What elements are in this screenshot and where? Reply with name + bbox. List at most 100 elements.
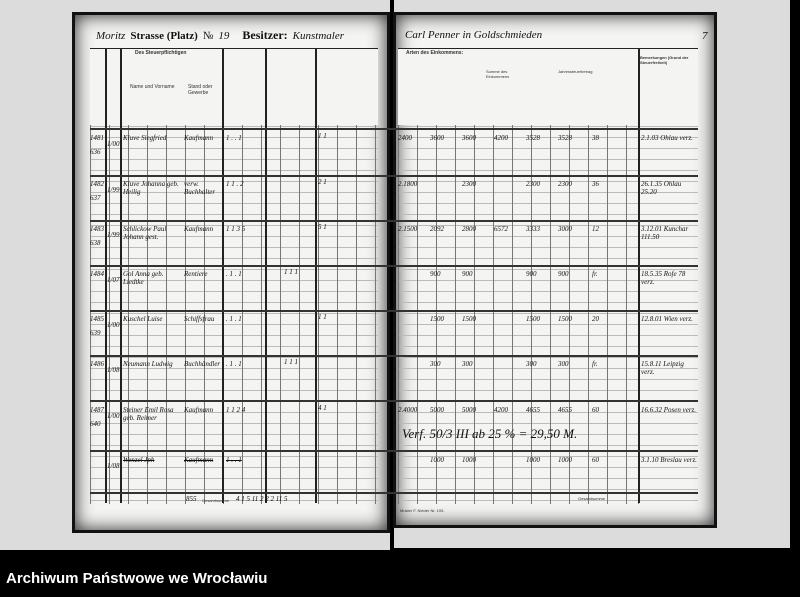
entry-number: 1487: [90, 406, 104, 414]
taxpayer-trade: Kaufmann: [184, 225, 214, 233]
income-value: 3528: [526, 134, 540, 142]
household-counts: . 1 . 1: [226, 315, 242, 323]
taxpayer-trade: Schiffsfrau: [184, 315, 215, 323]
income-value: 1000: [526, 456, 540, 464]
household-counts: . 1 . 1: [226, 270, 242, 278]
income-value: 3528: [558, 134, 572, 142]
entry-subnumber: 639: [90, 329, 101, 337]
income-value: fr.: [592, 360, 598, 368]
income-value: 4200: [494, 406, 508, 414]
row-divider: [90, 450, 698, 452]
income-value: 2300: [526, 180, 540, 188]
left-column-header: Des Steuerpflichtigen Name und Vorname S…: [90, 49, 378, 125]
entry-date: 1/07: [107, 276, 120, 284]
tax-annotation: Verf. 50/3 III ab 25 % = 29,50 M.: [402, 426, 578, 441]
income-types-header: Arten des Einkommens:: [406, 50, 464, 56]
owner-label: Besitzer:: [242, 28, 288, 42]
household-counts: 1 . . 1: [226, 134, 242, 142]
income-value: 2300: [558, 180, 572, 188]
income-value: 2800: [462, 225, 476, 233]
entry-number: 1483: [90, 225, 104, 233]
taxpayer-name: Gol Anna geb. Liedtke: [123, 270, 164, 286]
totals-label-left: Gesamtsumme: [202, 498, 230, 503]
household-counts: 1 1 . 2: [226, 180, 244, 188]
entry-subnumber: 638: [90, 239, 101, 247]
row-divider: [90, 492, 698, 494]
household-marks: 1 1 1: [284, 358, 298, 366]
entry-number: 1482: [90, 180, 104, 188]
income-value: 2092: [430, 225, 444, 233]
street-value: Moritz: [96, 30, 126, 42]
income-value: 900: [558, 270, 569, 278]
income-value: 20: [592, 315, 599, 323]
row-divider: [90, 400, 698, 402]
totals-values: 4 1 5 11 2 2 2 11 5: [236, 495, 288, 503]
number-value: 19: [218, 30, 230, 42]
taxpayer-trade: Kaufmann: [184, 406, 214, 414]
income-value: 2400: [398, 134, 412, 142]
remark: 2.1.03 Ohlau verz.: [641, 134, 693, 142]
remark: 3.12.01 Kunchar 111.50: [641, 225, 689, 241]
income-value: 2.1800: [398, 180, 418, 188]
divider: [315, 48, 317, 503]
income-value: 4200: [494, 134, 508, 142]
income-value: 3333: [526, 225, 540, 233]
number-label: №: [202, 30, 214, 42]
entry-date: 1/00: [107, 412, 120, 420]
entry-subnumber: 636: [90, 148, 101, 156]
entry-date: 1/08: [107, 462, 120, 470]
income-value: 3000: [558, 225, 572, 233]
income-value: 1000: [558, 456, 572, 464]
taxpayer-name: Kluve Siegfried: [123, 134, 167, 142]
income-value: 1000: [430, 456, 444, 464]
household-marks: 1 1: [318, 313, 327, 321]
owner-value-right: Carl Penner in Goldschmieden: [405, 29, 543, 41]
household-counts: . 1 . 1: [226, 360, 242, 368]
income-value: 900: [526, 270, 537, 278]
form-number: Muster F. Nieder Nr. 105.: [400, 508, 445, 513]
remark: 3.1.10 Breslau verz.: [641, 456, 697, 464]
entry-date: 1/00: [107, 321, 120, 329]
income-value: 1500: [558, 315, 572, 323]
trade-header: Stand oder Gewerbe: [188, 84, 213, 96]
income-value: 4655: [526, 406, 540, 414]
household-counts: 1 . . 1: [226, 456, 242, 464]
household-marks: 1 1: [318, 132, 327, 140]
income-value: 1500: [526, 315, 540, 323]
divider: [638, 48, 640, 503]
entry-subnumber: 640: [90, 420, 101, 428]
entry-date: 1/99: [107, 186, 120, 194]
taxpayer-name: Wenzel Jph: [123, 456, 155, 464]
income-value: 300: [430, 360, 441, 368]
income-value: 900: [430, 270, 441, 278]
entry-subnumber: 637: [90, 194, 101, 202]
household-marks: 5 1: [318, 223, 327, 231]
income-value: 5000: [462, 406, 476, 414]
income-value: 300: [558, 360, 569, 368]
household-counts: 1 1 2 4: [226, 406, 246, 414]
income-value: 300: [526, 360, 537, 368]
left-page-header: Moritz Strasse (Platz) № 19 Besitzer: Ku…: [96, 28, 344, 43]
remark: 26.1.35 Ohlau 25.20: [641, 180, 682, 196]
row-divider: [90, 265, 698, 267]
income-value: 3600: [462, 134, 476, 142]
taxpayer-name: Kuschel Luise: [123, 315, 163, 323]
income-value: 60: [592, 406, 599, 414]
household-marks: 1 1 1: [284, 268, 298, 276]
income-value: 2.1500: [398, 225, 418, 233]
entry-number: 1485: [90, 315, 104, 323]
entry-date: 1/00: [107, 140, 120, 148]
income-sum-header: Summe des Einkommens: [486, 69, 510, 79]
row-divider: [90, 175, 698, 177]
remarks-header: Bemerkungen (Grund der Steuerfreiheit): [640, 55, 689, 65]
street-label: Strasse (Platz): [130, 30, 198, 42]
entry-date: 1/08: [107, 366, 120, 374]
divider: [120, 48, 122, 503]
taxpayer-name: Schlickow Paul Johann gest.: [123, 225, 167, 241]
taxpayer-header: Des Steuerpflichtigen: [135, 50, 187, 56]
remark: 16.6.32 Posen verz.: [641, 406, 697, 414]
household-marks: 4 1: [318, 404, 327, 412]
income-value: 3600: [430, 134, 444, 142]
remark: 12.8.01 Wien verz.: [641, 315, 693, 323]
income-value: 38: [592, 134, 599, 142]
